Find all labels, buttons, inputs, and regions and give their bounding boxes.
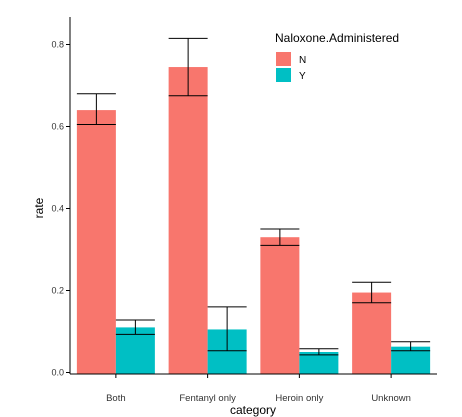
error-bar xyxy=(299,348,339,356)
error-bar xyxy=(115,319,155,335)
error-bar xyxy=(76,93,116,125)
y-tick-label: 0.4 xyxy=(51,204,64,214)
bar-n xyxy=(352,292,392,374)
y-axis-ticks: 0.0 0.2 0.4 0.6 0.8 xyxy=(51,40,70,378)
bar-n xyxy=(168,67,208,375)
y-axis-label: rate xyxy=(32,197,46,218)
y-tick-label: 0.6 xyxy=(51,122,64,132)
legend: Naloxone.Administered N Y xyxy=(275,31,399,82)
bar-y xyxy=(115,327,155,374)
error-bar xyxy=(352,281,392,304)
error-bar xyxy=(260,228,300,246)
legend-title: Naloxone.Administered xyxy=(275,31,399,45)
y-tick-label: 0.2 xyxy=(51,286,64,296)
x-tick-label: Unknown xyxy=(371,393,411,404)
legend-swatch-y xyxy=(276,68,291,82)
x-tick-label: Both xyxy=(106,393,126,404)
x-axis-ticks: Both Fentanyl only Heroin only Unknown xyxy=(106,374,411,404)
y-tick-label: 0.8 xyxy=(51,40,64,50)
bar-n xyxy=(260,237,300,374)
error-bar xyxy=(168,37,208,97)
x-axis-label: category xyxy=(230,403,276,417)
bar-y xyxy=(299,352,339,374)
legend-swatch-n xyxy=(276,52,291,66)
legend-label-n: N xyxy=(299,55,306,66)
legend-label-y: Y xyxy=(299,71,306,82)
x-tick-label: Heroin only xyxy=(275,393,323,404)
bar-n xyxy=(76,110,116,374)
y-tick-label: 0.0 xyxy=(51,368,64,378)
error-bar xyxy=(391,341,431,352)
plot-area xyxy=(76,37,431,375)
error-bar xyxy=(207,306,247,352)
x-tick-label: Fentanyl only xyxy=(179,393,236,404)
